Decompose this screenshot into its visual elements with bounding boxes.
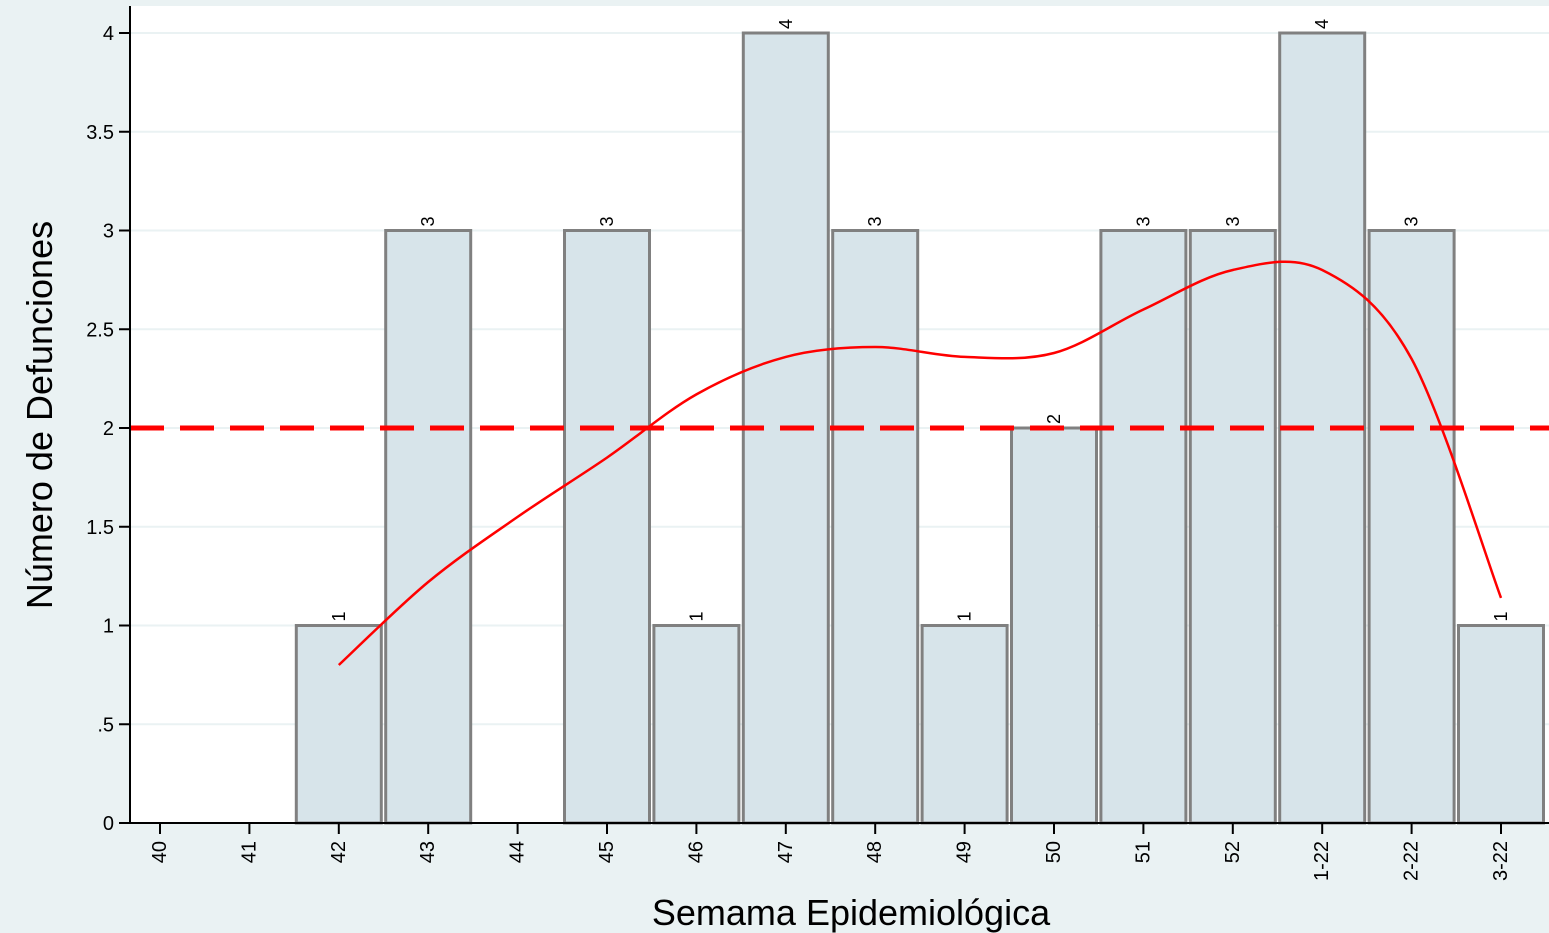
- bar: [1188, 229, 1277, 825]
- bar: [831, 229, 920, 825]
- x-tick-label: 44: [507, 841, 529, 863]
- x-tick-label: 45: [596, 841, 618, 863]
- y-tick-label: 2.5: [86, 319, 114, 341]
- x-tick-label: 47: [775, 841, 797, 863]
- y-tick-label: .5: [97, 714, 114, 736]
- x-tick-label: 2-22: [1401, 841, 1423, 881]
- x-axis-title: Semama Epidemiológica: [652, 892, 1051, 933]
- x-tick-label: 46: [685, 841, 707, 863]
- bar-data-label: 2: [1044, 414, 1064, 424]
- bar-data-label: 3: [865, 216, 885, 226]
- x-tick-label: 43: [417, 841, 439, 863]
- bar: [920, 624, 1009, 825]
- bar: [1010, 426, 1098, 825]
- y-tick-label: 0: [103, 813, 114, 835]
- x-tick-label: 41: [238, 841, 260, 863]
- x-ticks: 40 41 42 43 44 45 46 47 48 49 50 51 52 1-22 2-22 3-22: [149, 823, 1512, 881]
- bar-data-label: 3: [1402, 216, 1422, 226]
- bar: [1099, 229, 1188, 825]
- x-tick-label: 52: [1222, 841, 1244, 863]
- y-tick-label: 4: [103, 23, 114, 45]
- y-ticks: 0 .5 1 1.5 2 2.5 3 3.5 4: [86, 23, 130, 835]
- bar: [563, 229, 651, 825]
- x-tick-label: 49: [954, 841, 976, 863]
- y-tick-label: 3.5: [86, 122, 114, 144]
- bar-data-label: 4: [1312, 19, 1332, 29]
- bar: [1457, 624, 1545, 825]
- y-tick-label: 3: [103, 221, 114, 243]
- bar-data-label: 3: [1223, 216, 1243, 226]
- bar-data-label: 3: [1133, 216, 1153, 226]
- bar-data-label: 4: [776, 19, 796, 29]
- trend-line: [337, 260, 1503, 666]
- x-tick-label: 50: [1043, 841, 1065, 863]
- data-labels: 1 3 3 1 4 3 1 2 3 3 4 3 1: [329, 19, 1511, 622]
- y-tick-label: 1.5: [86, 517, 114, 539]
- y-tick-label: 1: [103, 616, 114, 638]
- x-tick-label: 1-22: [1311, 841, 1333, 881]
- x-tick-label: 3-22: [1490, 841, 1512, 881]
- bar: [652, 624, 741, 825]
- x-tick-label: 40: [149, 841, 171, 863]
- bar: [1367, 229, 1456, 825]
- bar-data-label: 1: [1491, 611, 1511, 621]
- y-axis-title: Número de Defunciones: [19, 221, 60, 609]
- bar-data-label: 1: [329, 611, 349, 621]
- bar-data-label: 1: [955, 611, 975, 621]
- x-tick-label: 48: [864, 841, 886, 863]
- bar-data-label: 3: [418, 216, 438, 226]
- x-tick-label: 51: [1132, 841, 1154, 863]
- bar: [294, 624, 383, 825]
- y-tick-label: 2: [103, 418, 114, 440]
- bar: [384, 229, 473, 825]
- x-tick-label: 42: [328, 841, 350, 863]
- bar-data-label: 1: [686, 611, 706, 621]
- bar-data-label: 3: [597, 216, 617, 226]
